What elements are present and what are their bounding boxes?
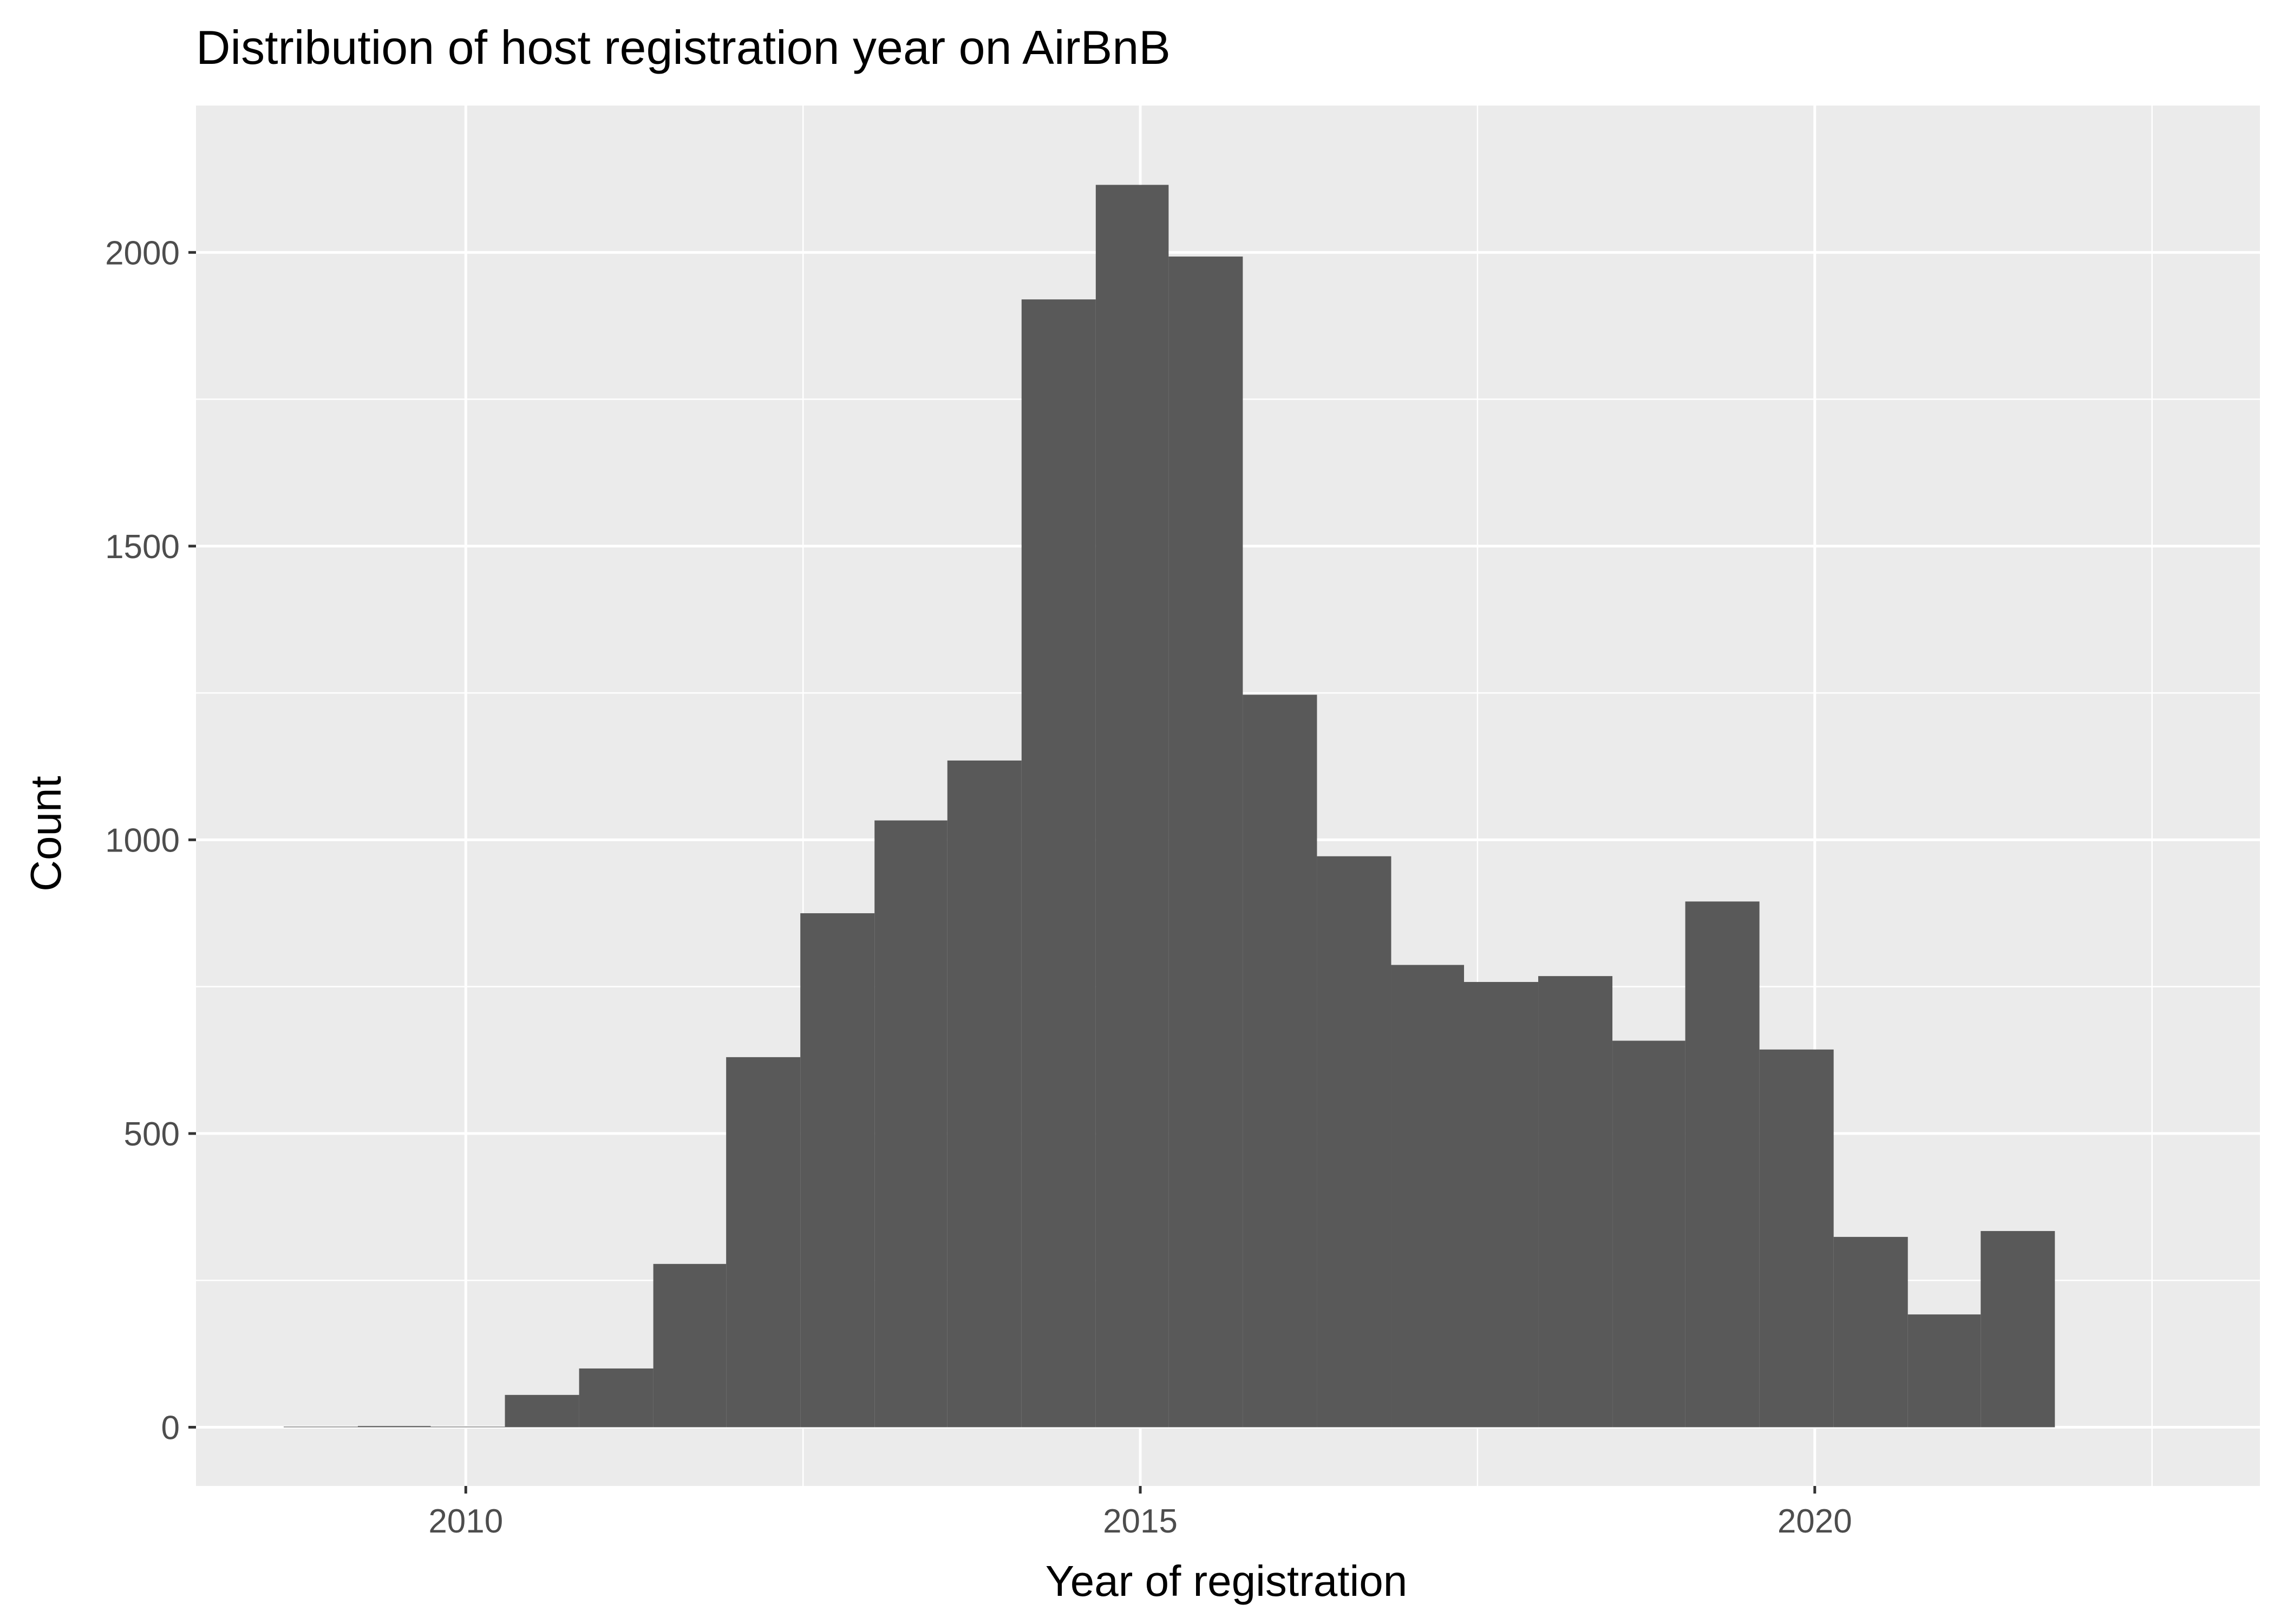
histogram-bar	[579, 1368, 654, 1427]
histogram-bar	[357, 1426, 431, 1427]
histogram-bars	[283, 185, 2055, 1427]
histogram-bar	[800, 913, 875, 1427]
histogram-bar	[1612, 1040, 1685, 1427]
histogram-bar	[1907, 1314, 1981, 1427]
y-tick-label: 2000	[105, 234, 180, 272]
x-axis: 2010 2015 2020	[428, 1486, 1852, 1540]
histogram-bar	[283, 1426, 358, 1427]
x-tick-label: 2010	[428, 1503, 503, 1540]
histogram-bar	[1981, 1231, 2055, 1427]
histogram-bar	[1243, 695, 1317, 1427]
x-tick-label: 2020	[1778, 1503, 1852, 1540]
histogram-bar	[653, 1263, 727, 1427]
histogram-bar	[1095, 185, 1169, 1427]
histogram-bar	[1391, 965, 1465, 1427]
x-tick-label: 2015	[1103, 1503, 1178, 1540]
histogram-bar	[1464, 981, 1539, 1427]
histogram-bar	[1833, 1236, 1908, 1427]
histogram-bar	[1021, 299, 1096, 1427]
y-tick-label: 1000	[105, 822, 180, 859]
y-tick-label: 0	[161, 1409, 180, 1446]
histogram-bar	[1317, 856, 1391, 1427]
x-axis-title: Year of registration	[1045, 1557, 1408, 1605]
histogram-bar	[430, 1426, 505, 1427]
histogram-bar	[1685, 901, 1760, 1427]
histogram-bar	[874, 820, 948, 1427]
y-tick-label: 1500	[105, 528, 180, 566]
histogram-bar	[1759, 1049, 1834, 1427]
histogram-bar	[1168, 256, 1243, 1427]
histogram-bar	[947, 760, 1022, 1427]
y-axis: 0 500 1000 1500 2000	[105, 234, 196, 1446]
y-tick-label: 500	[124, 1116, 180, 1153]
histogram-bar	[1538, 976, 1613, 1427]
chart-title: Distribution of host registration year o…	[196, 21, 1171, 74]
y-axis-title: Count	[22, 776, 70, 891]
histogram-bar	[726, 1057, 801, 1427]
histogram-bar	[505, 1394, 579, 1427]
